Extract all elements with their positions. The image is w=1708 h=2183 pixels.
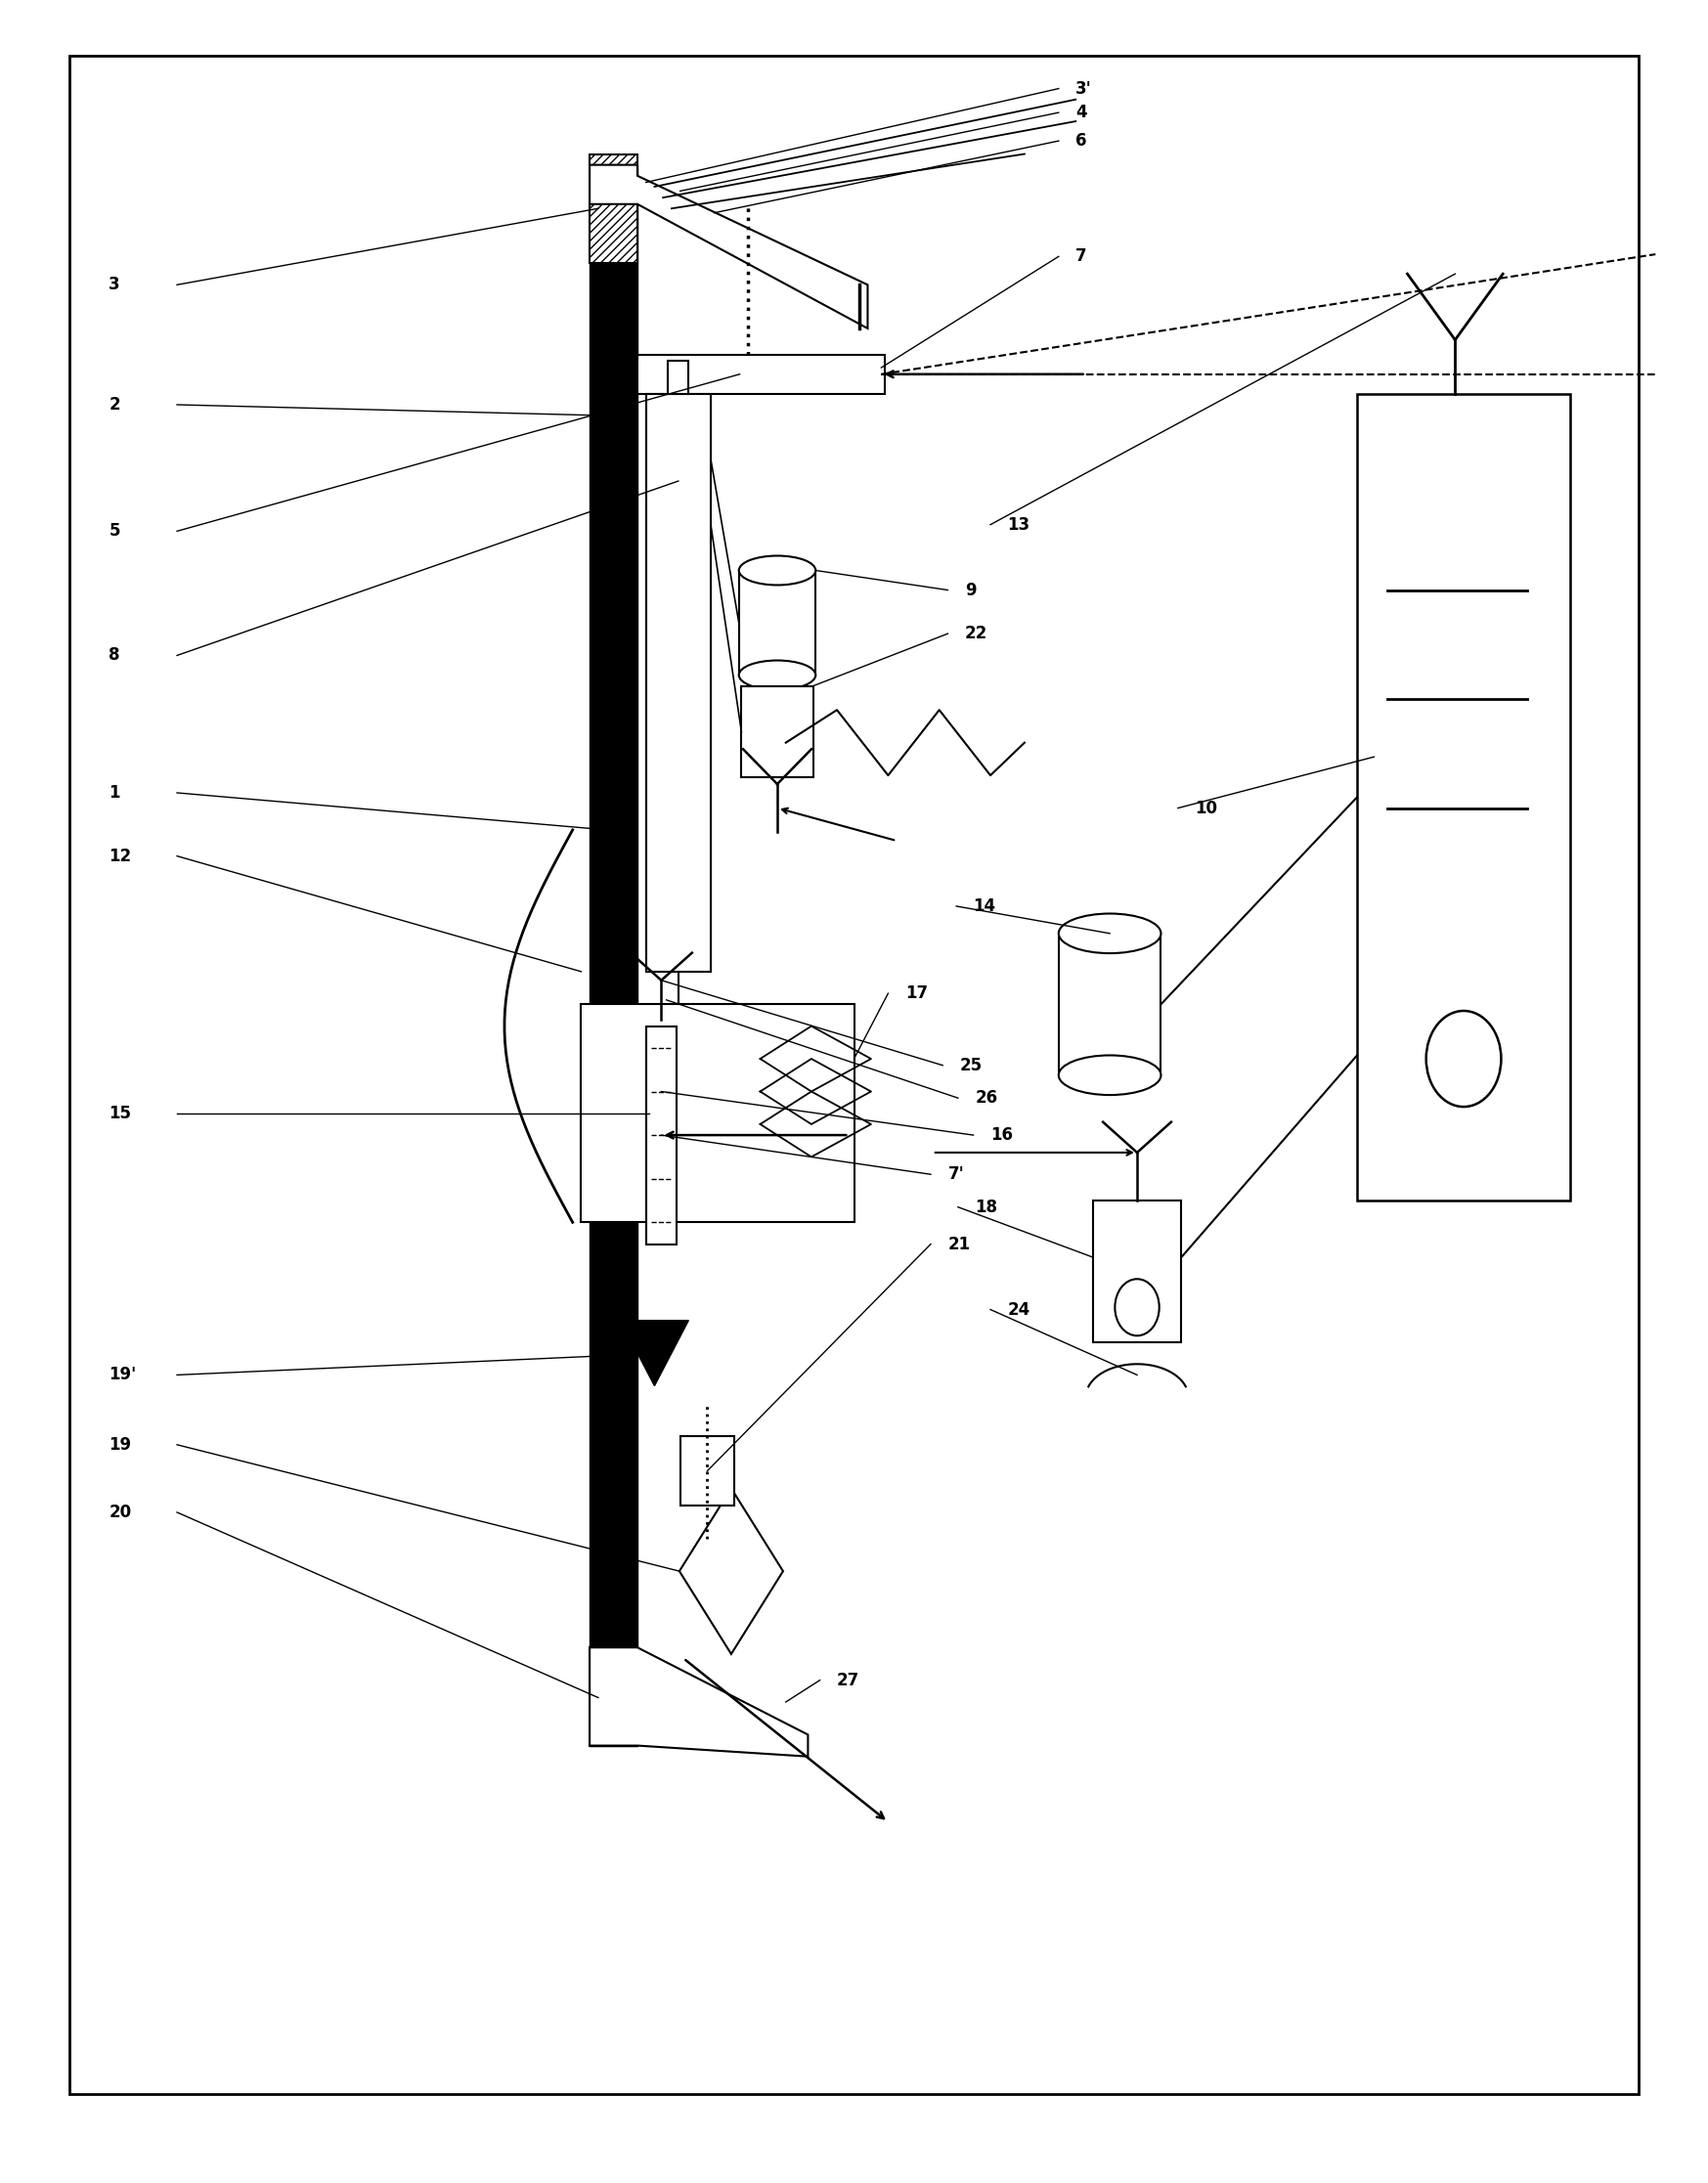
Text: 26: 26	[975, 1089, 997, 1107]
Text: 19: 19	[109, 1436, 132, 1454]
Text: 17: 17	[905, 985, 927, 1002]
Ellipse shape	[1059, 915, 1161, 954]
Polygon shape	[589, 1648, 808, 1757]
Text: 3: 3	[109, 275, 120, 293]
Text: 7: 7	[1076, 247, 1086, 266]
Bar	[581, 1004, 854, 1222]
Bar	[668, 360, 688, 393]
Text: 27: 27	[837, 1672, 859, 1690]
Bar	[637, 354, 885, 393]
Text: 4: 4	[1076, 105, 1086, 122]
Ellipse shape	[740, 661, 816, 690]
Ellipse shape	[1059, 1054, 1161, 1096]
Ellipse shape	[740, 557, 816, 585]
Text: 14: 14	[974, 897, 996, 915]
Text: 6: 6	[1076, 133, 1086, 151]
Text: 9: 9	[965, 581, 977, 598]
Text: 15: 15	[109, 1105, 132, 1122]
Polygon shape	[680, 1489, 782, 1655]
Bar	[589, 166, 637, 1746]
Text: 18: 18	[975, 1198, 997, 1216]
Bar	[680, 1436, 734, 1506]
Text: 19': 19'	[109, 1367, 137, 1384]
Text: 25: 25	[960, 1057, 982, 1074]
Bar	[740, 570, 816, 675]
Text: 12: 12	[109, 847, 132, 864]
Text: 8: 8	[109, 646, 120, 664]
Text: 7': 7'	[948, 1166, 965, 1183]
Bar	[1093, 1201, 1182, 1343]
Text: 5: 5	[109, 522, 120, 539]
Bar	[741, 685, 813, 777]
Bar	[646, 1026, 676, 1244]
Bar	[1358, 393, 1570, 1201]
Text: 24: 24	[1008, 1301, 1030, 1319]
Text: 10: 10	[1196, 799, 1218, 816]
Polygon shape	[589, 166, 868, 327]
Text: 16: 16	[991, 1126, 1013, 1144]
Bar	[589, 155, 637, 262]
Text: 22: 22	[965, 624, 987, 642]
Bar	[1059, 934, 1161, 1076]
Bar	[589, 1648, 637, 1746]
Text: 13: 13	[1008, 515, 1030, 533]
Bar	[646, 393, 711, 971]
Polygon shape	[620, 1321, 688, 1386]
Text: 1: 1	[109, 784, 120, 801]
Text: 20: 20	[109, 1504, 132, 1522]
Text: 2: 2	[109, 395, 120, 413]
Text: 3': 3'	[1076, 81, 1091, 98]
Text: 21: 21	[948, 1236, 970, 1253]
